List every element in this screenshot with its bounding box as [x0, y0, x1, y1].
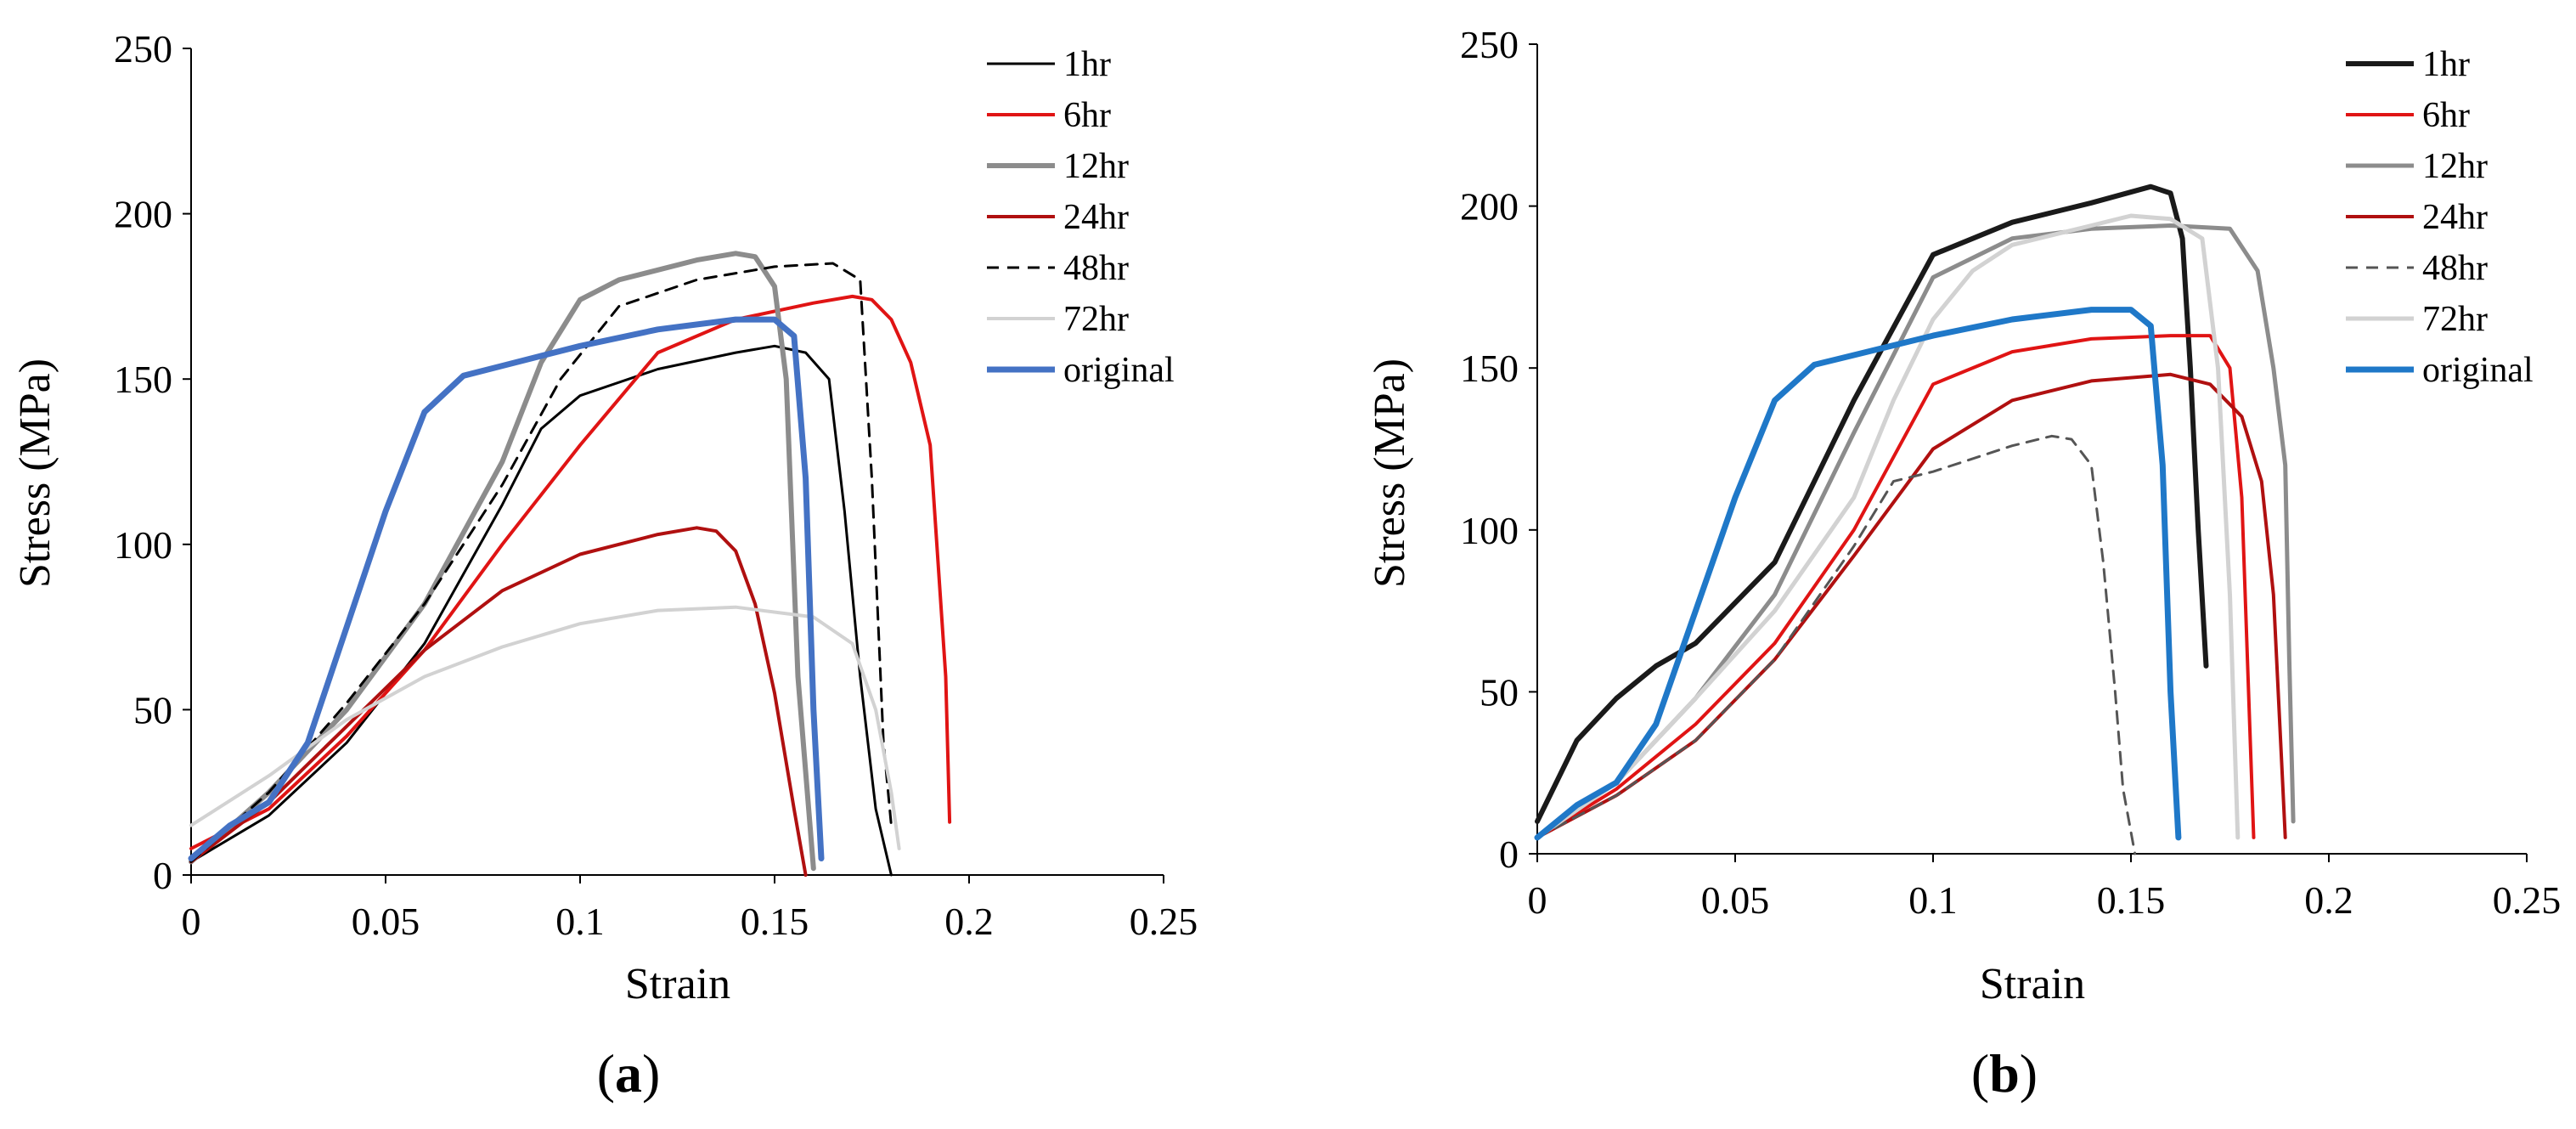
- legend-label-72hr: 72hr: [2422, 300, 2488, 339]
- x-tick-label: 0.15: [741, 900, 809, 943]
- series-line-48hr: [1536, 434, 2137, 855]
- x-tick-label: 0: [182, 900, 201, 943]
- series-line-48hr: [189, 262, 893, 863]
- legend-label-72hr: 72hr: [1063, 300, 1129, 339]
- chart-panel-a: Stress (MPa) Strain (a) 0 50 100 150 200 250 0…: [11, 27, 1198, 1104]
- panel-caption: (b): [1971, 1043, 2038, 1104]
- y-tick-label: 100: [1460, 509, 1519, 552]
- series-line-12hr: [189, 251, 816, 872]
- legend-label-6hr: 6hr: [1063, 96, 1111, 135]
- x-tick-label: 0.25: [1130, 900, 1198, 943]
- series-line-72hr: [1535, 213, 2241, 840]
- chart-panel-b: Stress (MPa) Strain (b) 0 50 100 150 200 250 0…: [1366, 23, 2561, 1104]
- series-line-24hr: [189, 526, 808, 877]
- series-line-12hr: [1535, 223, 2296, 840]
- legend-label-48hr: 48hr: [2422, 249, 2488, 288]
- y-tick-label: 0: [1499, 833, 1519, 876]
- x-tick-label: 0.2: [944, 900, 994, 943]
- legend-label-1hr: 1hr: [1063, 45, 1111, 84]
- x-tick-label: 0.1: [555, 900, 605, 943]
- x-tick-label: 0.05: [352, 900, 420, 943]
- y-tick-label: 50: [133, 688, 172, 731]
- caption-letter: a: [615, 1043, 642, 1104]
- series-line-6hr: [189, 294, 952, 850]
- y-axis-label: Stress (MPa): [1366, 358, 1414, 588]
- series-line-72hr: [189, 605, 901, 850]
- legend-label-1hr: 1hr: [2422, 45, 2470, 84]
- legend-label-48hr: 48hr: [1063, 249, 1129, 288]
- legend-label-original: original: [1063, 351, 1175, 390]
- y-tick-label: 250: [1460, 23, 1519, 66]
- y-tick-label: 200: [1460, 185, 1519, 229]
- y-axis-label: Stress (MPa): [11, 358, 59, 588]
- x-tick-label: 0: [1528, 878, 1547, 922]
- y-tick-label: 250: [114, 27, 172, 71]
- legend-label-12hr: 12hr: [2422, 147, 2488, 186]
- x-tick-label: 0.25: [2493, 878, 2562, 922]
- y-tick-label: 150: [114, 358, 172, 401]
- series-line-1hr: [1535, 183, 2209, 824]
- caption-letter: b: [1989, 1043, 2020, 1104]
- x-tick-label: 0.2: [2304, 878, 2353, 922]
- panel-caption: (a): [597, 1043, 661, 1104]
- legend-label-6hr: 6hr: [2422, 96, 2470, 135]
- y-tick-label: 100: [114, 523, 172, 567]
- y-tick-label: 50: [1480, 670, 1519, 714]
- y-tick-label: 0: [153, 854, 172, 897]
- series-line-6hr: [1536, 334, 2256, 839]
- x-tick-label: 0.1: [1908, 878, 1958, 922]
- legend-label-24hr: 24hr: [2422, 198, 2488, 237]
- legend-label-24hr: 24hr: [1063, 198, 1129, 237]
- y-tick-label: 200: [114, 193, 172, 236]
- legend-label-original: original: [2422, 351, 2534, 390]
- legend-label-12hr: 12hr: [1063, 147, 1129, 186]
- y-tick-label: 150: [1460, 347, 1519, 390]
- x-axis-label: Strain: [625, 960, 730, 1008]
- x-tick-label: 0.05: [1701, 878, 1770, 922]
- x-tick-label: 0.15: [2097, 878, 2166, 922]
- series-line-original: [1534, 307, 2182, 841]
- series-line-original: [188, 316, 825, 861]
- x-axis-label: Strain: [1980, 960, 2085, 1008]
